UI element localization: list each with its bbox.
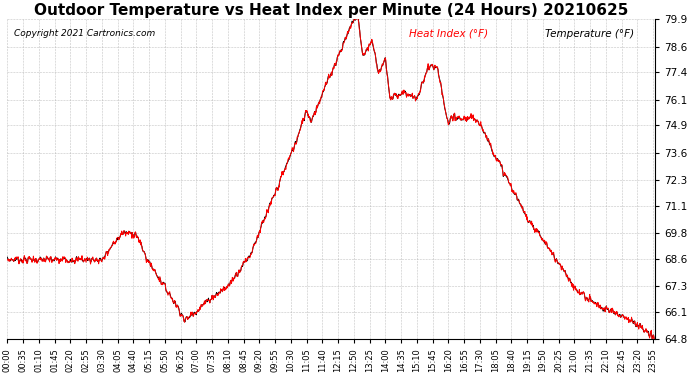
- Text: Temperature (°F): Temperature (°F): [545, 28, 634, 39]
- Text: Copyright 2021 Cartronics.com: Copyright 2021 Cartronics.com: [14, 28, 155, 38]
- Title: Outdoor Temperature vs Heat Index per Minute (24 Hours) 20210625: Outdoor Temperature vs Heat Index per Mi…: [34, 3, 629, 18]
- Text: Heat Index (°F): Heat Index (°F): [409, 28, 488, 39]
